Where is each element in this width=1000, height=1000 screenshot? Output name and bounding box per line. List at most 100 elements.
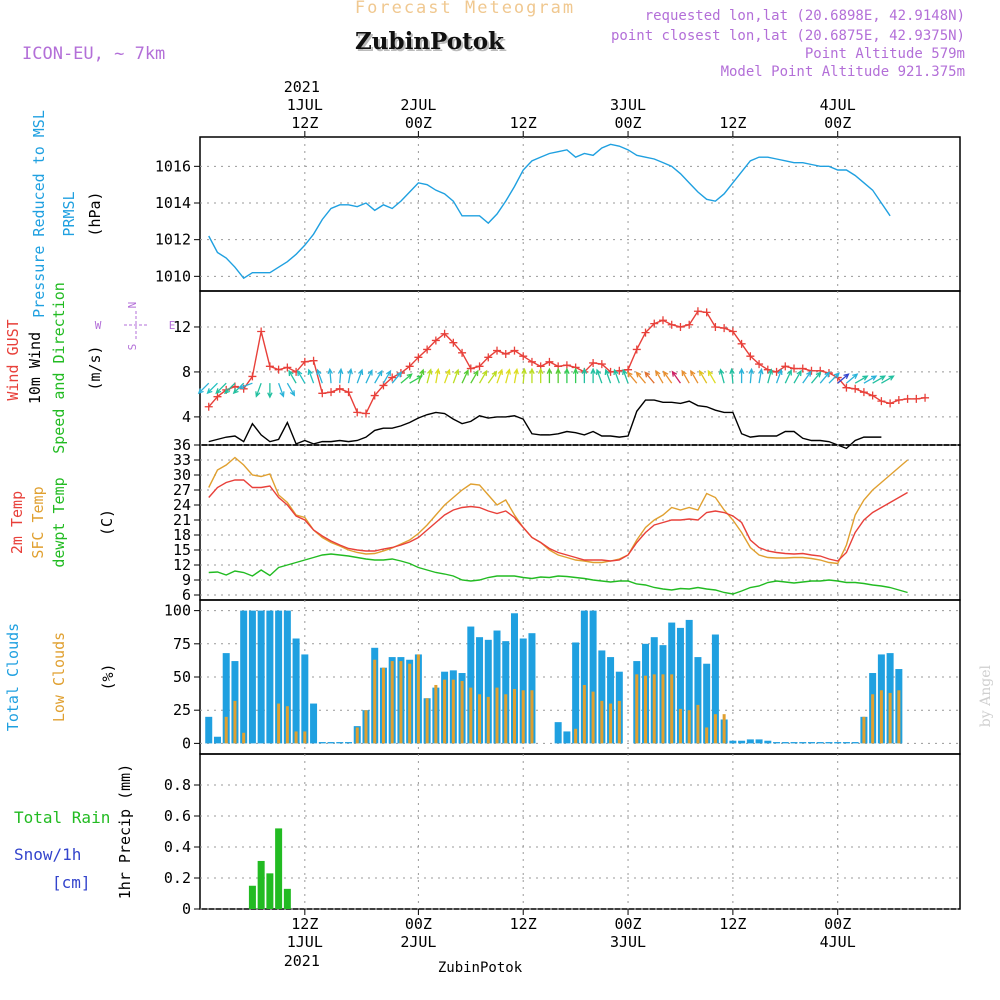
gust-marker (431, 336, 440, 345)
clouds-bar (345, 742, 353, 744)
clouds-bar (703, 663, 711, 744)
wind-direction-arrow (718, 368, 725, 384)
precip-ytick-label: 0 (182, 900, 191, 918)
clouds-bar-secondary (285, 706, 289, 744)
gust-marker (440, 329, 449, 338)
temperature-ytick-label: 15 (173, 541, 191, 559)
point-altitude: Point Altitude 579m (804, 46, 965, 62)
clouds-bar (248, 610, 256, 744)
clouds-bar (510, 613, 518, 744)
wind-direction-arrow (443, 368, 451, 384)
clouds-bar (790, 742, 798, 744)
clouds-bar (580, 610, 588, 744)
clouds-bar-secondary (705, 727, 709, 744)
gust-marker (361, 409, 370, 418)
wind-direction-arrow (564, 367, 570, 384)
pressure-axis-label: (hPa) (86, 191, 104, 236)
gust-marker (414, 353, 423, 362)
precip-ytick-label: 0.2 (164, 869, 191, 887)
wind-direction-arrow (671, 370, 681, 384)
gust-marker (300, 357, 309, 366)
time-year-bottom: 2021 (284, 952, 320, 970)
wind-direction-arrow (316, 368, 323, 384)
wind-direction-arrow (496, 368, 503, 384)
gust-marker (737, 339, 746, 348)
precip-bar (275, 828, 283, 909)
clouds-bar-secondary (242, 732, 246, 744)
gust-marker (274, 365, 283, 374)
precip-bar (266, 873, 274, 909)
temperature-ytick-label: 12 (173, 556, 191, 574)
wind-direction-arrow (206, 382, 218, 395)
clouds-bar-secondary (687, 710, 691, 744)
wind-direction-arrow (802, 370, 812, 384)
time-day-bottom: 1JUL (287, 933, 323, 951)
clouds-bar-secondary (713, 714, 717, 744)
clouds-bar-secondary (294, 731, 298, 744)
location-title: ZubinPotok (355, 28, 504, 55)
gust-marker (641, 328, 650, 337)
wind-direction-arrow (267, 383, 273, 399)
clouds-bar-secondary (224, 716, 228, 744)
time-hour-bottom: 00Z (614, 915, 641, 933)
gust-marker (903, 394, 912, 403)
wind-direction-arrow (434, 367, 441, 384)
gust-marker (449, 338, 458, 347)
clouds-bar-secondary (879, 690, 883, 744)
gust-marker (344, 388, 353, 397)
precip-ytick-label: 0.8 (164, 776, 191, 794)
clouds-bar (572, 642, 580, 744)
model-label: ICON-EU, ~ 7km (22, 44, 166, 64)
clouds-bar (563, 731, 571, 744)
temperature-series-line (208, 479, 908, 562)
wind-direction-arrow (452, 368, 460, 384)
clouds-bar (755, 739, 763, 744)
gust-marker (589, 358, 598, 367)
temperature-ytick-label: 27 (173, 481, 191, 499)
temperature-ytick-label: 9 (182, 571, 191, 589)
model-point-altitude: Model Point Altitude 921.375m (720, 64, 965, 80)
gust-marker (894, 396, 903, 405)
time-hour-top: 00Z (614, 114, 641, 132)
gust-marker (213, 392, 222, 401)
temperature-series-line (208, 553, 908, 595)
temperature-series-line (208, 456, 909, 565)
compass-cross (124, 311, 148, 339)
gust-marker (318, 389, 327, 398)
clouds-axis-label: Low Clouds (50, 632, 68, 722)
gust-marker (921, 393, 930, 402)
time-hour-bottom: 12Z (510, 915, 537, 933)
clouds-bar-secondary (644, 675, 648, 744)
clouds-bar-secondary (504, 694, 508, 744)
wind-direction-arrow (286, 382, 296, 397)
clouds-bar (257, 610, 265, 744)
compass-north: N (126, 302, 139, 309)
clouds-bar (283, 610, 291, 744)
wind-direction-arrow (505, 368, 511, 384)
wind-direction-arrow (347, 367, 353, 384)
pressure-ytick-label: 1016 (155, 157, 191, 175)
wind-direction-arrow (775, 368, 783, 384)
clouds-bar-secondary (399, 661, 403, 744)
clouds-bar-secondary (521, 690, 525, 744)
gust-marker (510, 346, 519, 355)
precip-legend-label: [cm] (52, 873, 91, 892)
clouds-bar-secondary (451, 679, 455, 744)
clouds-bar-secondary (408, 663, 412, 744)
wind-direction-arrow (197, 382, 210, 395)
clouds-bar-secondary (434, 684, 438, 744)
gust-marker (265, 362, 274, 371)
temperature-ytick-label: 21 (173, 511, 191, 529)
gust-marker (545, 357, 554, 366)
clouds-bar (292, 638, 300, 744)
clouds-bar-secondary (277, 703, 281, 744)
time-day-top: 2JUL (400, 96, 436, 114)
wind-direction-arrow (644, 371, 655, 384)
gust-marker (877, 397, 886, 406)
clouds-bar-secondary (233, 700, 237, 744)
gust-marker (667, 320, 676, 329)
clouds-bar-secondary (582, 684, 586, 744)
clouds-bar (318, 742, 326, 744)
closest-point-coordinates: point closest lon,lat (20.6875E, 42.9375… (610, 28, 965, 44)
wind-direction-arrow (400, 373, 413, 384)
